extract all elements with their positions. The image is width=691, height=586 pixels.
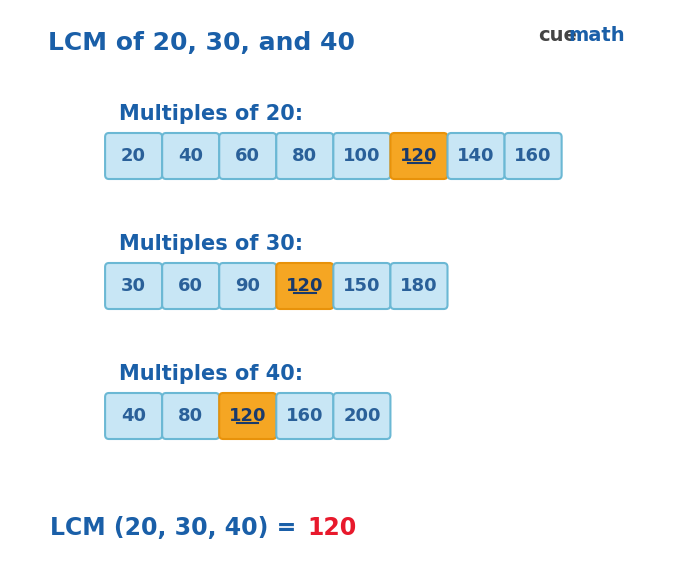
FancyBboxPatch shape	[276, 133, 333, 179]
Text: 120: 120	[400, 147, 437, 165]
Text: math: math	[568, 26, 625, 45]
FancyBboxPatch shape	[219, 133, 276, 179]
Text: 160: 160	[514, 147, 552, 165]
FancyBboxPatch shape	[105, 393, 162, 439]
Text: 150: 150	[343, 277, 381, 295]
Text: Multiples of 20:: Multiples of 20:	[120, 104, 303, 124]
Text: 120: 120	[307, 516, 357, 540]
Text: Multiples of 40:: Multiples of 40:	[120, 364, 303, 384]
FancyBboxPatch shape	[390, 263, 448, 309]
FancyBboxPatch shape	[219, 263, 276, 309]
FancyBboxPatch shape	[333, 393, 390, 439]
Text: 90: 90	[235, 277, 261, 295]
Text: 80: 80	[292, 147, 317, 165]
FancyBboxPatch shape	[333, 133, 390, 179]
Text: 120: 120	[286, 277, 323, 295]
FancyBboxPatch shape	[390, 133, 448, 179]
Text: 140: 140	[457, 147, 495, 165]
FancyBboxPatch shape	[276, 263, 333, 309]
Text: 180: 180	[400, 277, 438, 295]
FancyBboxPatch shape	[105, 263, 162, 309]
FancyBboxPatch shape	[105, 133, 162, 179]
FancyBboxPatch shape	[162, 393, 219, 439]
FancyBboxPatch shape	[504, 133, 562, 179]
Text: 80: 80	[178, 407, 203, 425]
Text: LCM (20, 30, 40) =: LCM (20, 30, 40) =	[50, 516, 305, 540]
FancyBboxPatch shape	[448, 133, 504, 179]
FancyBboxPatch shape	[162, 133, 219, 179]
FancyBboxPatch shape	[219, 393, 276, 439]
Text: cue: cue	[538, 26, 577, 45]
Text: 60: 60	[178, 277, 203, 295]
Text: 20: 20	[121, 147, 146, 165]
Text: 160: 160	[286, 407, 323, 425]
FancyBboxPatch shape	[276, 393, 333, 439]
Text: Multiples of 30:: Multiples of 30:	[120, 234, 303, 254]
Text: 40: 40	[121, 407, 146, 425]
Text: 60: 60	[235, 147, 261, 165]
Text: 100: 100	[343, 147, 381, 165]
Text: 200: 200	[343, 407, 381, 425]
Text: LCM of 20, 30, and 40: LCM of 20, 30, and 40	[48, 31, 355, 55]
FancyBboxPatch shape	[162, 263, 219, 309]
FancyBboxPatch shape	[333, 263, 390, 309]
Text: 120: 120	[229, 407, 267, 425]
Text: 40: 40	[178, 147, 203, 165]
Text: 30: 30	[121, 277, 146, 295]
